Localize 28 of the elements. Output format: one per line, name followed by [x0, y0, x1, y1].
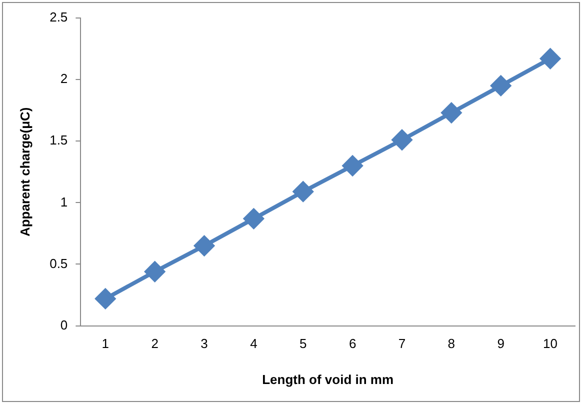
point: [342, 156, 363, 176]
x-axis-title: Length of void in mm: [262, 372, 394, 387]
y-tick-label: 0: [60, 317, 68, 332]
x-tick-label: 10: [543, 336, 558, 352]
y-tick-label: 2.5: [50, 10, 68, 25]
point: [293, 182, 314, 202]
x-tick-label: 2: [151, 336, 158, 352]
y-axis-title: Apparent charge(μC): [17, 107, 32, 237]
point: [441, 102, 462, 123]
y-tick-label: 1: [60, 194, 68, 210]
point: [392, 130, 412, 150]
x-tick-label: 1: [102, 336, 110, 352]
y-tick-label: 0.5: [50, 256, 68, 271]
x-tick-label: 9: [497, 336, 504, 352]
y-tick-label: 1.5: [50, 132, 68, 148]
x-tick-label: 6: [348, 336, 356, 352]
x-tick-label: 8: [448, 336, 456, 352]
x-tick-label: 7: [398, 336, 406, 352]
point: [95, 288, 116, 309]
x-tick-label: 5: [300, 336, 307, 352]
x-tick-label: 4: [250, 336, 258, 352]
point: [244, 208, 264, 229]
x-tick-label: 3: [200, 336, 208, 352]
point: [540, 48, 560, 69]
point: [490, 76, 511, 96]
y-tick-label: 2: [60, 71, 68, 86]
point: [144, 262, 165, 282]
point: [194, 236, 214, 256]
